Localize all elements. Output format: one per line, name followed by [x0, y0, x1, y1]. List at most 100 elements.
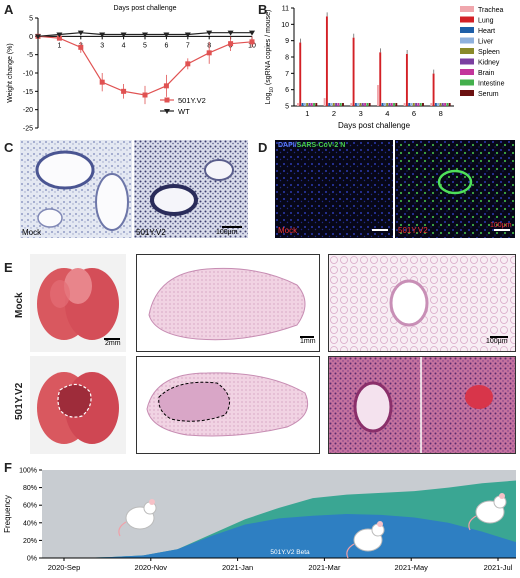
data-point	[78, 44, 84, 50]
y-tick-label: 60%	[23, 503, 37, 510]
scale-bar-d2	[494, 229, 510, 231]
mouse-tail	[468, 515, 477, 531]
y-tick-label: 20%	[23, 538, 37, 545]
bar-brain	[364, 103, 367, 106]
weight-change-chart: 50-5-10-15-20-2512345678910Days post cha…	[7, 5, 256, 133]
legend-label: Kidney	[478, 60, 500, 67]
y-tick-label: 5	[285, 104, 289, 111]
bar-liver	[383, 103, 386, 106]
gross-lung-variant-image	[30, 356, 126, 454]
y-tick-label: -5	[27, 52, 33, 59]
y-tick-label: 10	[281, 22, 289, 29]
gross-lung-mock-image	[30, 254, 126, 352]
bar-kidney	[415, 103, 418, 106]
scale-bar-e-zoom	[490, 336, 508, 338]
scale-label-d: 100μm	[490, 222, 512, 229]
x-tick-label: 4	[385, 109, 389, 118]
mock-label-c: Mock	[22, 228, 42, 237]
y-tick-label: 0%	[27, 556, 37, 563]
x-tick-label: 2021-Jul	[484, 563, 513, 572]
bar-trachea	[297, 103, 299, 106]
bar-kidney	[335, 103, 338, 106]
bar-lung	[432, 73, 435, 106]
legend-swatch	[460, 37, 474, 44]
x-tick-label: 1	[305, 109, 309, 118]
x-tick-label: 2021-May	[395, 563, 429, 572]
scale-label-c: 100μm	[216, 229, 238, 236]
data-point	[228, 41, 234, 47]
variant-label-d: 501Y.V2	[398, 226, 428, 235]
bar-brain	[390, 103, 393, 106]
dapi-label: DAPI/	[278, 142, 297, 149]
y-tick-label: 11	[282, 6, 289, 13]
mouse-ear	[377, 521, 383, 527]
x-tick-label: 5	[143, 42, 147, 49]
x-tick-label: 1	[57, 42, 61, 49]
bar-serum	[422, 103, 424, 106]
x-tick-label: 2020-Sep	[48, 563, 81, 572]
bar-liver	[303, 103, 306, 106]
row-label-variant: 501Y.V2	[14, 382, 25, 420]
panel-letter-f: F	[4, 460, 12, 475]
legend-marker	[164, 97, 170, 103]
legend-label: Spleen	[478, 49, 500, 56]
y-tick-label: 7	[285, 71, 289, 78]
bar-liver	[437, 103, 440, 106]
scale-bar-c	[222, 226, 242, 228]
bar-heart	[354, 103, 357, 106]
x-axis-label: Days post challenge	[338, 121, 411, 130]
bar-trachea	[350, 103, 353, 106]
panel-letter-c: C	[4, 140, 14, 155]
data-point	[163, 83, 169, 89]
data-point	[185, 61, 191, 67]
scale-bar-e-gross	[104, 338, 120, 340]
bar-liver	[410, 103, 413, 106]
bar-spleen	[439, 103, 442, 106]
x-tick-label: 7	[186, 42, 190, 49]
legend-label: Heart	[478, 28, 495, 35]
bar-brain	[417, 103, 420, 106]
legend-swatch	[460, 69, 474, 75]
y-tick-label: 6	[285, 87, 289, 94]
bar-brain	[310, 103, 313, 106]
legend-swatch	[460, 79, 474, 86]
bar-liver	[357, 103, 360, 106]
scale-label-e-gross: 2mm	[105, 340, 121, 347]
x-tick-label: 2020-Nov	[135, 563, 168, 572]
panel-letter-b: B	[258, 2, 268, 17]
bar-intestine	[339, 103, 342, 106]
lung-zoom-mock-image	[328, 254, 516, 352]
data-point	[184, 32, 191, 38]
x-tick-label: 2021-Mar	[308, 563, 341, 572]
bar-serum	[368, 103, 371, 106]
bar-trachea	[403, 103, 406, 106]
area-label: 501Y.V2 Beta	[270, 549, 310, 556]
bar-lung	[405, 54, 408, 106]
bar-serum	[342, 103, 344, 106]
legend-label: Trachea	[478, 7, 504, 14]
x-tick-label: 3	[359, 109, 363, 118]
y-tick-label: 40%	[23, 520, 37, 527]
bar-trachea	[377, 85, 379, 106]
bar-intestine	[393, 103, 395, 106]
data-point	[77, 30, 84, 36]
legend-label: Serum	[478, 91, 499, 98]
lung-histology-mock-image	[20, 140, 132, 238]
bar-trachea	[323, 98, 326, 106]
legend-label: Brain	[478, 70, 494, 77]
scale-bar-e-section	[300, 336, 314, 338]
data-point	[120, 32, 127, 38]
data-point	[142, 92, 148, 98]
y-axis-label: Weight change (%)	[7, 43, 14, 102]
data-point	[142, 32, 148, 38]
lung-section-mock-image	[136, 254, 320, 352]
bar-serum	[448, 103, 451, 106]
y-tick-label: 8	[285, 55, 289, 62]
variant-label-c: 501Y.V2	[136, 228, 166, 237]
data-point	[121, 88, 127, 94]
y-tick-label: 5	[29, 16, 33, 23]
lung-zoom-variant-image	[328, 356, 516, 454]
if-mock-image	[275, 140, 393, 238]
panel-letter-a: A	[4, 2, 14, 17]
